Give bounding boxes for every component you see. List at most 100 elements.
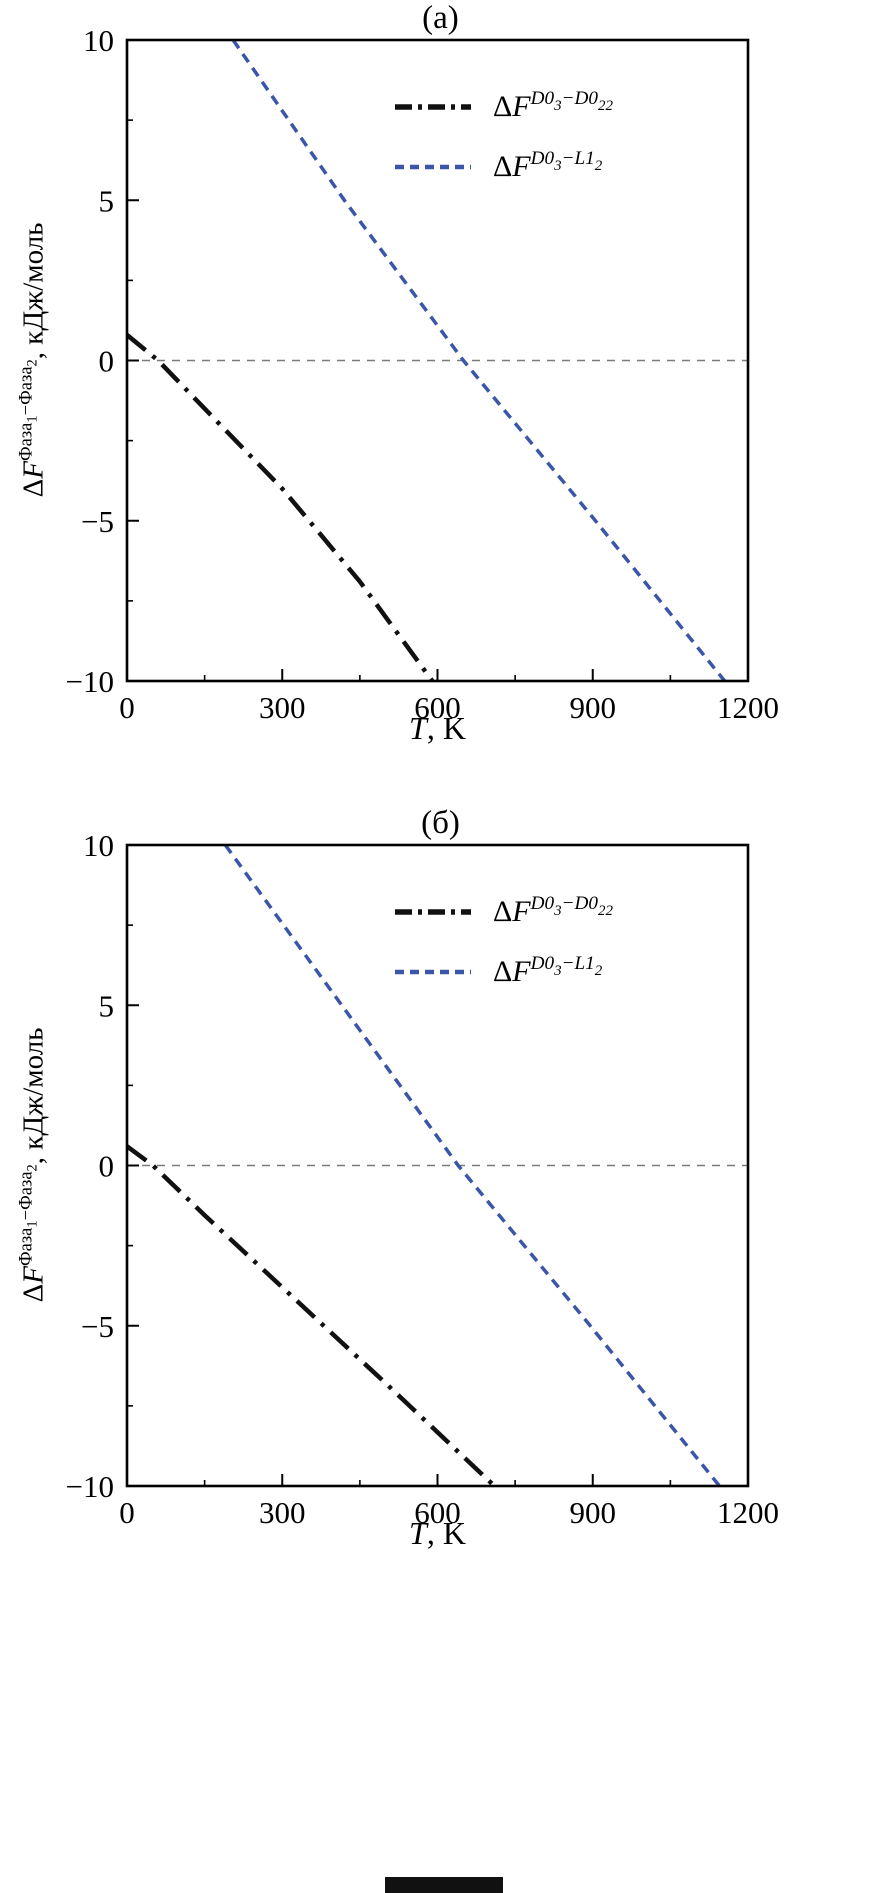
ylabel-sup-phase2: Фаза	[15, 366, 36, 405]
legend-sub-b: 2	[594, 962, 603, 979]
ylabel-units: , кДж/моль	[17, 222, 50, 360]
svg-text:−10: −10	[66, 1469, 114, 1504]
svg-text:−10: −10	[66, 664, 114, 699]
legend-f: F	[512, 955, 531, 988]
y-axis-label: ΔFФаза1−Фаза2, кДж/моль	[15, 1027, 51, 1303]
svg-text:0: 0	[99, 344, 115, 379]
legend-superscript: D03−L12	[530, 953, 603, 979]
legend-line-sample-dashed	[393, 160, 473, 174]
xlabel-var: T	[409, 1515, 427, 1551]
legend-sub-a: 3	[554, 97, 562, 114]
svg-text:600: 600	[414, 1495, 461, 1530]
legend-minus: −	[561, 893, 575, 915]
svg-text:900: 900	[570, 690, 617, 725]
legend-sup-b: D0	[574, 893, 598, 915]
y-axis-label: ΔFФаза1−Фаза2, кДж/моль	[15, 222, 51, 498]
legend: ΔFD03−D022 ΔFD03−L12	[393, 889, 613, 995]
legend-f: F	[512, 150, 531, 183]
panel-title: (б)	[421, 805, 460, 841]
legend-sup-b: L1	[574, 953, 595, 975]
panel-title: (а)	[422, 0, 459, 36]
ylabel-sub-2: 2	[24, 1164, 41, 1172]
legend-sub-b: 22	[597, 97, 613, 114]
ylabel-sup-phase1: Фаза	[15, 1227, 36, 1267]
legend-delta: Δ	[493, 90, 513, 123]
chart-panel-b: (б) 0 300 600 900 1200 −10 −5 0 5 10 ΔFФаза1−Фаза…	[0, 805, 881, 1595]
plot-area: 0 300 600 900 1200 −10 −5 0 5 10	[66, 828, 779, 1530]
ylabel-sub-1: 1	[24, 415, 41, 423]
legend-sub-a: 3	[554, 902, 562, 919]
svg-text:10: 10	[83, 23, 114, 58]
legend-sup-a: D0	[530, 893, 555, 915]
legend-superscript: D03−L12	[530, 148, 603, 174]
legend-entry: ΔFD03−D022	[393, 84, 613, 130]
svg-text:1200: 1200	[717, 690, 779, 725]
xlabel-units: , K	[426, 1515, 466, 1551]
svg-text:10: 10	[83, 828, 114, 863]
legend-line-sample-dashdot	[393, 100, 473, 114]
legend-sup-b: D0	[574, 88, 598, 110]
legend-sup-b: L1	[574, 148, 595, 170]
ylabel-sup-phase1: Фаза	[15, 422, 36, 462]
ylabel-f: F	[17, 461, 50, 479]
legend-delta: Δ	[493, 955, 513, 988]
legend-minus: −	[561, 953, 575, 975]
chart-panel-a: (а) 0 300 600 900 1200 −10 −5 0 5 10 ΔFФаза1−Фаза…	[0, 0, 881, 780]
ylabel-sub-1: 1	[24, 1220, 41, 1228]
svg-text:5: 5	[99, 183, 115, 218]
svg-text:0: 0	[119, 690, 135, 725]
ylabel-f: F	[17, 1266, 50, 1284]
ylabel-minus: −	[15, 404, 36, 416]
page-edge-bar	[385, 1877, 503, 1893]
legend-superscript: D03−D022	[530, 88, 613, 114]
legend-minus: −	[561, 88, 575, 110]
svg-text:600: 600	[414, 690, 461, 725]
x-axis-label: T, K	[127, 1515, 748, 1552]
legend-label: ΔFD03−D022	[493, 893, 613, 929]
legend-label: ΔFD03−L12	[493, 953, 603, 989]
svg-text:1200: 1200	[717, 1495, 779, 1530]
ylabel-sup-phase2: Фаза	[15, 1171, 36, 1210]
xlabel-var: T	[409, 710, 427, 746]
xlabel-units: , K	[426, 710, 466, 746]
legend-delta: Δ	[493, 895, 513, 928]
legend-line-sample-dashed	[393, 965, 473, 979]
svg-text:5: 5	[99, 988, 115, 1023]
legend: ΔFD03−D022 ΔFD03−L12	[393, 84, 613, 190]
ylabel-delta: Δ	[17, 1283, 50, 1303]
svg-text:900: 900	[570, 1495, 617, 1530]
legend-sub-b: 22	[597, 902, 613, 919]
legend-label: ΔFD03−D022	[493, 88, 613, 124]
svg-text:0: 0	[99, 1149, 115, 1184]
legend-f: F	[512, 895, 531, 928]
legend-label: ΔFD03−L12	[493, 148, 603, 184]
legend-sub-a: 3	[554, 157, 562, 174]
svg-text:−5: −5	[81, 504, 114, 539]
ylabel-sub-2: 2	[24, 359, 41, 367]
ylabel-superscript: Фаза1−Фаза2	[15, 359, 41, 462]
svg-text:−5: −5	[81, 1309, 114, 1344]
legend-line-sample-dashdot	[393, 905, 473, 919]
ylabel-units: , кДж/моль	[17, 1027, 50, 1165]
legend-entry: ΔFD03−L12	[393, 144, 613, 190]
svg-text:300: 300	[259, 1495, 306, 1530]
x-axis-label: T, K	[127, 710, 748, 747]
plot-area: 0 300 600 900 1200 −10 −5 0 5 10	[66, 23, 779, 725]
svg-text:300: 300	[259, 690, 306, 725]
legend-sub-a: 3	[554, 962, 562, 979]
legend-minus: −	[561, 148, 575, 170]
legend-sup-a: D0	[530, 953, 555, 975]
legend-delta: Δ	[493, 150, 513, 183]
legend-sup-a: D0	[530, 88, 555, 110]
legend-sup-a: D0	[530, 148, 555, 170]
legend-entry: ΔFD03−L12	[393, 949, 613, 995]
legend-entry: ΔFD03−D022	[393, 889, 613, 935]
ylabel-superscript: Фаза1−Фаза2	[15, 1164, 41, 1267]
legend-superscript: D03−D022	[530, 893, 613, 919]
ylabel-minus: −	[15, 1209, 36, 1221]
svg-text:0: 0	[119, 1495, 135, 1530]
legend-f: F	[512, 90, 531, 123]
ylabel-delta: Δ	[17, 478, 50, 498]
legend-sub-b: 2	[594, 157, 603, 174]
